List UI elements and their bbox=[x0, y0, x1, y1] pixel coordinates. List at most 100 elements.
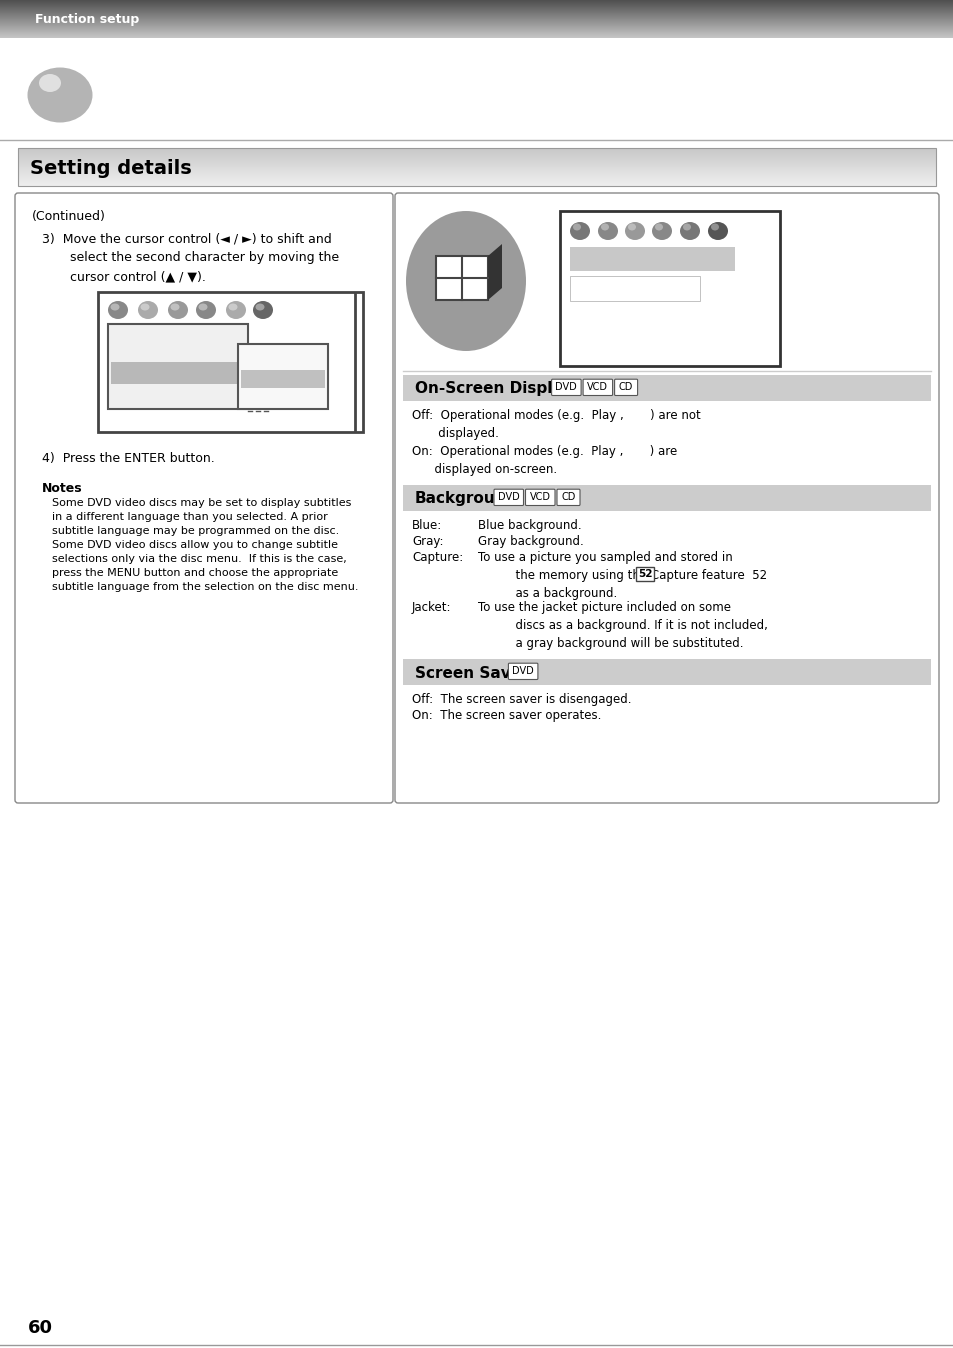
Ellipse shape bbox=[45, 82, 75, 108]
Ellipse shape bbox=[421, 229, 510, 333]
Ellipse shape bbox=[255, 303, 264, 310]
Polygon shape bbox=[488, 244, 501, 301]
FancyBboxPatch shape bbox=[551, 379, 580, 395]
Ellipse shape bbox=[138, 301, 158, 319]
Text: On:  Operational modes (e.g.  Play ,       ) are
      displayed on-screen.: On: Operational modes (e.g. Play , ) are… bbox=[412, 445, 677, 476]
Ellipse shape bbox=[416, 222, 516, 340]
Ellipse shape bbox=[627, 224, 636, 231]
Bar bbox=[98, 293, 363, 431]
Ellipse shape bbox=[419, 228, 512, 334]
FancyBboxPatch shape bbox=[494, 489, 523, 506]
Text: Setting details: Setting details bbox=[30, 159, 192, 178]
Bar bbox=[559, 212, 780, 367]
Ellipse shape bbox=[410, 216, 521, 346]
Ellipse shape bbox=[450, 263, 481, 299]
FancyBboxPatch shape bbox=[395, 193, 938, 803]
Ellipse shape bbox=[56, 92, 64, 98]
Bar bbox=[237, 344, 328, 408]
Ellipse shape bbox=[436, 245, 496, 315]
Ellipse shape bbox=[46, 82, 74, 106]
Ellipse shape bbox=[42, 80, 78, 111]
Ellipse shape bbox=[446, 257, 485, 305]
Bar bbox=[569, 247, 734, 271]
Ellipse shape bbox=[454, 267, 477, 295]
Ellipse shape bbox=[459, 274, 472, 288]
Bar bbox=[402, 485, 930, 511]
Text: Blue background.: Blue background. bbox=[477, 519, 581, 532]
Ellipse shape bbox=[417, 225, 514, 337]
Ellipse shape bbox=[195, 301, 215, 319]
Text: Gray:: Gray: bbox=[412, 535, 443, 549]
Ellipse shape bbox=[39, 77, 81, 113]
Ellipse shape bbox=[198, 303, 208, 310]
Text: DVD: DVD bbox=[555, 381, 577, 392]
Text: CD: CD bbox=[560, 492, 575, 501]
Bar bbox=[241, 369, 325, 388]
Text: Notes: Notes bbox=[42, 483, 83, 495]
Ellipse shape bbox=[428, 237, 503, 325]
Ellipse shape bbox=[29, 69, 91, 121]
Text: Jacket:: Jacket: bbox=[412, 601, 451, 613]
Text: Gray background.: Gray background. bbox=[477, 535, 583, 549]
Ellipse shape bbox=[28, 67, 92, 123]
Text: Off:  Operational modes (e.g.  Play ,       ) are not
       displayed.: Off: Operational modes (e.g. Play , ) ar… bbox=[412, 408, 700, 441]
Text: To use a picture you sampled and stored in
          the memory using the Captur: To use a picture you sampled and stored … bbox=[477, 551, 770, 600]
Text: On:  The screen saver operates.: On: The screen saver operates. bbox=[412, 709, 600, 723]
Ellipse shape bbox=[569, 222, 589, 240]
Text: VCD: VCD bbox=[587, 381, 608, 392]
Ellipse shape bbox=[452, 264, 479, 298]
Ellipse shape bbox=[59, 94, 61, 96]
Ellipse shape bbox=[229, 303, 237, 310]
Ellipse shape bbox=[573, 224, 580, 231]
Ellipse shape bbox=[108, 301, 128, 319]
Text: 52: 52 bbox=[638, 569, 652, 580]
Ellipse shape bbox=[51, 88, 69, 102]
Ellipse shape bbox=[600, 224, 608, 231]
Ellipse shape bbox=[707, 222, 727, 240]
Text: Background: Background bbox=[415, 492, 517, 507]
Ellipse shape bbox=[651, 222, 671, 240]
Ellipse shape bbox=[31, 71, 89, 119]
Ellipse shape bbox=[35, 74, 85, 116]
Ellipse shape bbox=[47, 84, 73, 106]
Bar bbox=[111, 363, 245, 384]
Ellipse shape bbox=[439, 251, 492, 311]
Ellipse shape bbox=[448, 260, 483, 302]
Ellipse shape bbox=[624, 222, 644, 240]
FancyBboxPatch shape bbox=[614, 379, 637, 395]
Text: (Continued): (Continued) bbox=[32, 210, 106, 222]
Ellipse shape bbox=[463, 279, 468, 283]
Text: DVD: DVD bbox=[497, 492, 519, 501]
Ellipse shape bbox=[34, 73, 86, 117]
Ellipse shape bbox=[50, 86, 71, 104]
Text: Off:  The screen saver is disengaged.: Off: The screen saver is disengaged. bbox=[412, 693, 631, 706]
Ellipse shape bbox=[679, 222, 700, 240]
Text: Screen Saver: Screen Saver bbox=[415, 666, 528, 681]
Ellipse shape bbox=[406, 212, 525, 350]
Ellipse shape bbox=[43, 81, 77, 109]
Ellipse shape bbox=[710, 224, 719, 231]
Ellipse shape bbox=[171, 303, 179, 310]
Ellipse shape bbox=[49, 85, 71, 105]
Text: 60: 60 bbox=[28, 1318, 53, 1337]
Text: DVD: DVD bbox=[512, 666, 534, 675]
Text: On-Screen Displays: On-Screen Displays bbox=[415, 381, 580, 396]
Ellipse shape bbox=[430, 239, 501, 324]
Bar bbox=[18, 148, 935, 186]
Ellipse shape bbox=[32, 71, 88, 119]
Ellipse shape bbox=[414, 220, 517, 341]
Ellipse shape bbox=[441, 253, 490, 309]
Bar bbox=[108, 324, 248, 408]
Ellipse shape bbox=[443, 255, 488, 306]
Ellipse shape bbox=[40, 78, 79, 112]
FancyBboxPatch shape bbox=[508, 663, 537, 679]
Text: To use the jacket picture included on some
          discs as a background. If i: To use the jacket picture included on so… bbox=[477, 601, 767, 650]
Ellipse shape bbox=[456, 270, 476, 293]
Text: Some DVD video discs may be set to display subtitles
in a different language tha: Some DVD video discs may be set to displ… bbox=[52, 497, 358, 592]
Ellipse shape bbox=[39, 74, 61, 92]
Ellipse shape bbox=[36, 75, 83, 115]
Text: 3)  Move the cursor control (◄ / ►) to shift and
       select the second charac: 3) Move the cursor control (◄ / ►) to sh… bbox=[42, 232, 338, 283]
Ellipse shape bbox=[598, 222, 618, 240]
Ellipse shape bbox=[682, 224, 690, 231]
Ellipse shape bbox=[408, 213, 523, 349]
